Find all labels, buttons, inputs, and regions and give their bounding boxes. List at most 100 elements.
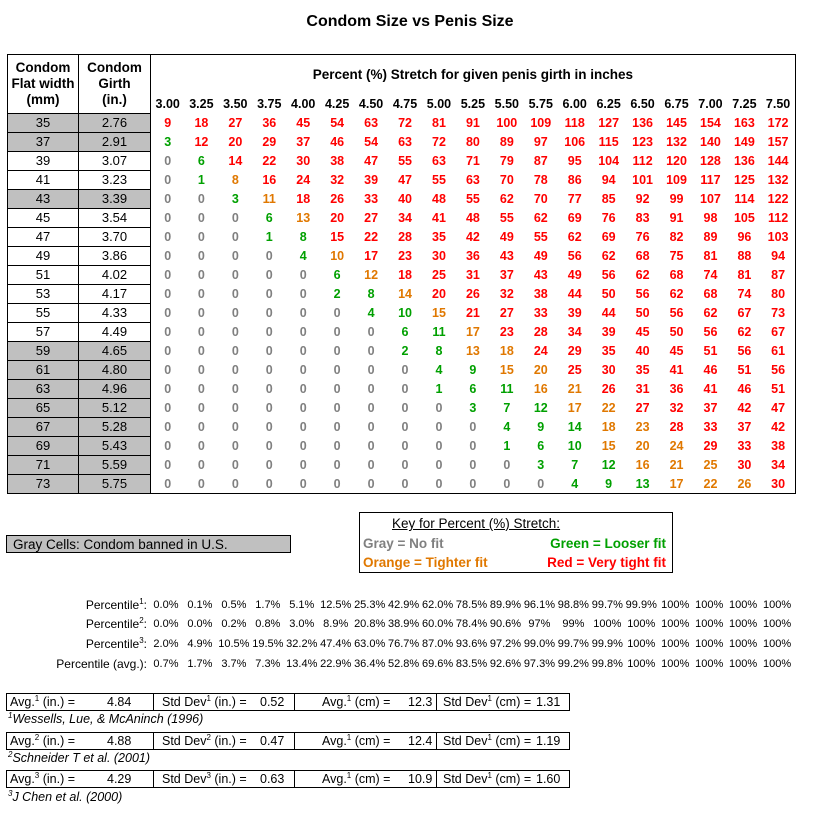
stretch-value: 45: [296, 116, 311, 130]
stretch-value: 51: [761, 379, 796, 399]
stats-divider: [294, 733, 295, 749]
stretch-value: 54: [364, 135, 379, 149]
stretch-value: 6: [333, 268, 341, 282]
stats-divider: [294, 771, 295, 787]
penis-girth-row: 3.00 3.25 3.50 3.75 4.00 4.25 4.50 4.75 5.00 5.25…: [8, 95, 796, 114]
stats-row: Avg.3 (in.) = 4.29 Std Dev3 (in.) = 0.63 Avg…: [6, 770, 570, 788]
percentile-label: Percentile3:: [0, 635, 147, 653]
penis-girth-label: 7.25: [732, 97, 757, 112]
stretch-value: 35: [432, 230, 446, 244]
stretch-value: 0: [333, 306, 341, 320]
stretch-value: 29: [567, 344, 582, 358]
percentile-value: 0.0%: [187, 618, 213, 630]
percentile-value: 76.7%: [388, 638, 420, 650]
stretch-value: 122: [761, 189, 796, 209]
stretch-value: 31: [635, 382, 650, 396]
table-row: 47 3.70 0 0 0 1 8 15 22 28 35 42 49 55 62 69 76 82 89 96 103: [7, 227, 796, 247]
stretch-value: 97: [533, 135, 548, 149]
stretch-value: 4: [503, 420, 511, 434]
percentile-value: 100%: [695, 618, 724, 630]
flat-width-cell: 71: [7, 455, 79, 475]
stretch-value: 27: [228, 116, 243, 130]
stretch-value: 6: [265, 211, 273, 225]
flat-width-cell: 55: [7, 303, 79, 323]
stretch-value: 21: [465, 306, 480, 320]
table-row: 39 3.07 0 6 14 22 30 38 47 55 63 71 79 87 95 104 112 120 1…: [7, 151, 796, 171]
percentile-value: 12.5%: [320, 599, 352, 611]
stretch-value: 46: [703, 363, 718, 377]
stretch-value: 91: [669, 211, 684, 225]
percentile-value: 100%: [695, 599, 724, 611]
percentile-value: 36.4%: [354, 658, 386, 670]
stretch-value: 154: [700, 116, 721, 130]
flat-width-cell: 45: [7, 208, 79, 228]
percentile-value: 1.7%: [255, 599, 281, 611]
condom-girth-cell: 3.07: [78, 151, 151, 171]
percentile-row: Percentile3: 2.0% 4.9% 10.5% 19.5% 32.2% 47.4%…: [0, 635, 820, 653]
stretch-value: 22: [262, 154, 277, 168]
stretch-value: 136: [632, 116, 654, 130]
percentile-value: 0.2%: [221, 618, 247, 630]
stretch-value: 163: [733, 116, 755, 130]
stretch-value: 27: [499, 306, 514, 320]
key-gray: Gray = No fit: [363, 536, 444, 551]
stats-divider: [436, 771, 437, 787]
stretch-value: 55: [432, 173, 446, 187]
stretch-value: 56: [669, 306, 684, 320]
stretch-value: 0: [401, 458, 409, 472]
stretch-value: 0: [401, 363, 409, 377]
stretch-value: 54: [330, 116, 345, 130]
stretch-value: 62: [533, 211, 548, 225]
percentile-value: 100%: [695, 658, 724, 670]
stretch-value: 0: [299, 458, 307, 472]
sd-cm-label-unit: (cm) =: [491, 772, 532, 786]
stretch-value: 31: [465, 268, 480, 282]
avg-cm-label-text: Avg.: [322, 734, 347, 748]
stretch-value: 1: [435, 382, 443, 396]
table-row: 57 4.49 0 0 0 0 0 0 0 6 11 17 23 28 34 39 45 50 56 62 67: [7, 322, 796, 342]
stretch-value: 55: [499, 211, 514, 225]
stretch-value: 2: [333, 287, 341, 301]
sd-cm-label-sup: 1: [487, 770, 492, 780]
flat-width-header-line: Flat width: [11, 76, 75, 91]
avg-cm-label-text: Avg.: [322, 695, 347, 709]
avg-cm-label-unit: (cm) =: [351, 772, 391, 786]
stretch-value: 94: [761, 246, 796, 266]
stretch-value: 69: [601, 230, 616, 244]
stretch-value: 127: [598, 116, 620, 130]
stretch-value: 46: [737, 382, 752, 396]
stretch-value: 0: [150, 170, 185, 190]
table-row: 69 5.43 0 0 0 0 0 0 0 0 0 0 1 6 10 15 20 24 29 33 38: [7, 436, 796, 456]
stretch-table: Condom Flat width (mm) Condom Girth (in.…: [7, 54, 796, 494]
percentile-value: 100%: [661, 658, 690, 670]
citation-sup: 1: [8, 710, 13, 720]
stretch-value: 18: [398, 268, 412, 282]
stretch-value: 33: [533, 306, 548, 320]
stretch-value: 30: [432, 249, 446, 263]
stretch-value: 0: [265, 382, 273, 396]
flat-width-cell: 59: [7, 341, 79, 361]
percentile-value: 100%: [762, 618, 792, 630]
condom-girth-cell: 3.39: [78, 189, 151, 209]
percentile-value: 2.0%: [153, 638, 179, 650]
stretch-value: 0: [231, 420, 239, 434]
table-row: 61 4.80 0 0 0 0 0 0 0 0 4 9 15 20 25 30 35 41 46 51 56: [7, 360, 796, 380]
condom-girth-cell: 3.86: [78, 246, 151, 266]
stretch-value: 107: [700, 192, 721, 206]
stretch-value: 33: [364, 192, 379, 206]
stretch-value: 39: [364, 173, 379, 187]
stretch-value: 0: [150, 436, 185, 456]
stretch-value: 12: [194, 135, 209, 149]
stretch-value: 11: [500, 382, 514, 396]
stretch-value: 34: [398, 211, 412, 225]
stretch-value: 23: [635, 420, 650, 434]
stretch-value: 0: [367, 344, 375, 358]
stretch-value: 45: [669, 344, 684, 358]
stretch-value: 123: [632, 135, 654, 149]
stretch-value: 20: [635, 439, 650, 453]
stretch-value: 0: [435, 439, 443, 453]
stretch-value: 0: [265, 325, 273, 339]
stretch-value: 37: [296, 135, 311, 149]
citation-text: Wessells, Lue, & McAninch (1996): [12, 712, 204, 726]
stretch-value: 63: [364, 116, 379, 130]
